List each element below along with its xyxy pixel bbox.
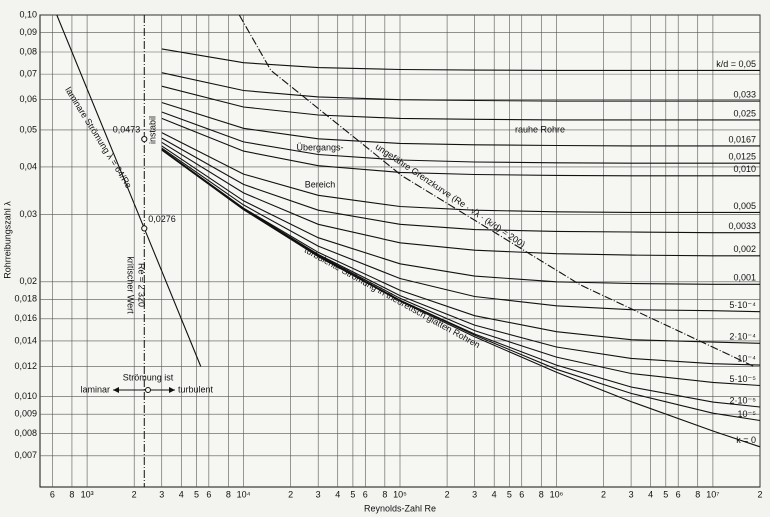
curve-label: k/d = 0,05	[716, 59, 756, 69]
curve-label: 0,0033	[728, 221, 756, 231]
curve-label: 10⁻⁵	[738, 409, 757, 419]
curve-label: 0,002	[733, 244, 756, 254]
y-axis-title: Rohrreibungszahl λ	[2, 201, 12, 279]
curve-label: 0,0167	[728, 134, 756, 144]
friction-curve	[161, 141, 760, 257]
x-tick-label: 6	[50, 489, 55, 499]
friction-curve	[161, 111, 760, 164]
x-tick-label: 6	[519, 489, 524, 499]
annotation: laminar	[80, 384, 110, 394]
y-tick-label: 0,016	[14, 313, 37, 323]
y-tick-label: 0,008	[14, 428, 37, 438]
curve-label: 0,025	[733, 108, 756, 118]
curve-label: 0,005	[733, 201, 756, 211]
friction-curve	[161, 147, 761, 313]
friction-curve	[161, 148, 761, 344]
curve-label: 0,0125	[728, 152, 756, 162]
annotation: rauhe Rohre	[515, 124, 565, 134]
x-tick-label: 6	[363, 489, 368, 499]
y-tick-label: 0,018	[14, 294, 37, 304]
curve-label: 5·10⁻⁵	[730, 374, 757, 384]
curve-label: 2·10⁻⁵	[730, 395, 757, 405]
x-tick-label: 10⁷	[706, 489, 719, 499]
y-tick-label: 0,05	[19, 124, 37, 134]
y-tick-label: 0,10	[19, 9, 37, 19]
x-tick-label: 2	[445, 489, 450, 499]
curve-label: 5·10⁻⁴	[729, 300, 756, 310]
y-tick-label: 0,014	[14, 335, 37, 345]
friction-curve	[161, 132, 760, 213]
x-tick-label: 3	[472, 489, 477, 499]
curve-label: 0,001	[733, 273, 756, 283]
annotation: Strömung ist	[123, 372, 174, 382]
annotation: Bereich	[305, 179, 336, 189]
annotation: Re ≈ 2 320	[137, 263, 147, 307]
x-tick-label: 3	[159, 489, 164, 499]
marked-point	[141, 136, 148, 143]
x-tick-label: 2	[601, 489, 606, 499]
x-tick-label: 6	[676, 489, 681, 499]
annotation: instabil	[147, 116, 157, 144]
curve-label: 10⁻⁴	[737, 353, 756, 363]
curve-label: 2·10⁻⁴	[729, 332, 756, 342]
x-tick-label: 8	[539, 489, 544, 499]
x-tick-label: 6	[206, 489, 211, 499]
x-tick-label: 8	[226, 489, 231, 499]
friction-curve	[161, 72, 760, 102]
x-tick-label: 2	[132, 489, 137, 499]
x-tick-label: 4	[492, 489, 497, 499]
y-tick-label: 0,009	[14, 409, 37, 419]
friction-curve	[161, 117, 760, 177]
marked-point	[141, 225, 148, 232]
x-tick-label: 2	[288, 489, 293, 499]
annotation: Übergangs-	[296, 142, 343, 152]
x-tick-label: 4	[179, 489, 184, 499]
friction-curve	[161, 145, 760, 285]
x-tick-label: 3	[629, 489, 634, 499]
grid	[40, 14, 761, 487]
friction-curve	[161, 149, 761, 448]
friction-curve	[161, 85, 760, 121]
y-tick-label: 0,09	[19, 27, 37, 37]
x-tick-label: 8	[695, 489, 700, 499]
x-tick-label: 8	[69, 489, 74, 499]
friction-curve	[161, 101, 760, 147]
point-label: 0,0473	[113, 124, 141, 134]
boundary-curve	[238, 14, 755, 367]
annotation: kritischer Wert	[126, 256, 136, 314]
x-tick-label: 10⁴	[237, 489, 251, 499]
y-tick-label: 0,06	[19, 94, 37, 104]
annotation: turbulent	[178, 384, 214, 394]
x-tick-label: 5	[350, 489, 355, 499]
y-tick-label: 0,012	[14, 361, 37, 371]
x-tick-label: 4	[648, 489, 653, 499]
arrow-center	[145, 387, 151, 393]
y-tick-label: 0,010	[14, 391, 37, 401]
curves	[56, 14, 761, 487]
curve-label: k = 0	[736, 435, 756, 445]
curve-label: 0,010	[733, 164, 756, 174]
y-tick-label: 0,007	[14, 450, 37, 460]
x-tick-label: 4	[335, 489, 340, 499]
y-tick-label: 0,08	[19, 46, 37, 56]
x-tick-label: 5	[507, 489, 512, 499]
x-axis-title: Reynolds-Zahl Re	[364, 503, 436, 513]
friction-curve	[161, 48, 760, 71]
x-tick-label: 8	[382, 489, 387, 499]
x-tick-label: 3	[316, 489, 321, 499]
x-tick-label: 5	[194, 489, 199, 499]
x-tick-label: 5	[663, 489, 668, 499]
y-tick-label: 0,03	[19, 209, 37, 219]
point-label: 0,0276	[148, 214, 176, 224]
x-tick-label: 10⁶	[550, 489, 564, 499]
y-tick-label: 0,04	[19, 161, 37, 171]
curve-label: 0,033	[733, 89, 756, 99]
x-tick-label: 2	[757, 489, 762, 499]
y-tick-label: 0,02	[19, 276, 37, 286]
friction-curve	[161, 137, 760, 234]
y-tick-label: 0,07	[19, 69, 37, 79]
x-tick-label: 10³	[81, 489, 94, 499]
x-tick-label: 10⁵	[393, 489, 407, 499]
